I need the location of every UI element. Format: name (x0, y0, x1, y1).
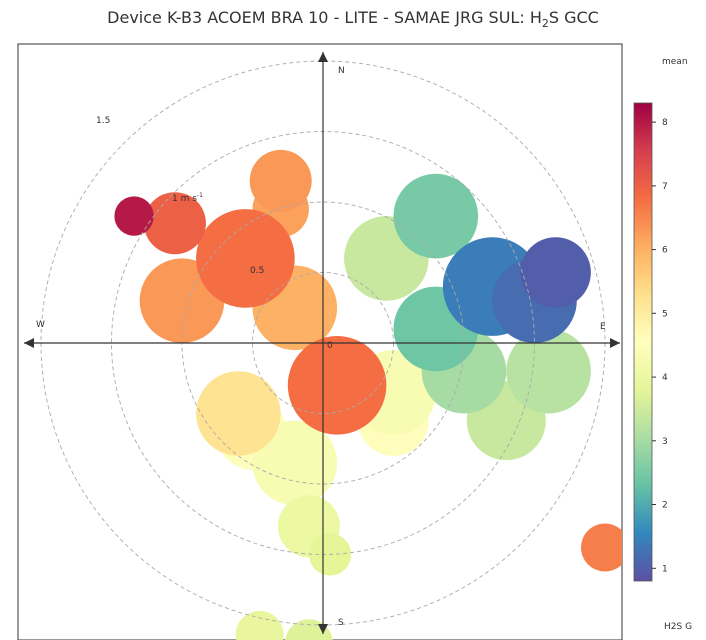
heat-cell (287, 336, 387, 435)
colorbar-label: H2S G (664, 622, 692, 632)
heat-cell (506, 328, 591, 414)
south-arrowhead (318, 624, 328, 634)
colorbar-gradient (633, 102, 653, 582)
radial-label-1.5: 1.5 (96, 116, 110, 126)
axes-frame (17, 43, 623, 640)
colorbar-tick-label: 8 (662, 118, 668, 128)
radial-unit-label: 1 m s-1 (172, 192, 203, 204)
east-arrowhead (610, 338, 620, 348)
heat-cell (235, 610, 284, 640)
colorbar-tick-label: 3 (662, 437, 668, 447)
north-arrowhead (318, 52, 328, 62)
west-arrowhead (24, 338, 34, 348)
compass-north: N (338, 66, 345, 76)
heat-cell (252, 420, 338, 506)
colorbar-tick-label: 4 (662, 373, 668, 383)
center-label: 0 (327, 341, 333, 351)
heat-cell (196, 371, 281, 456)
heat-cell (581, 523, 622, 572)
heat-cell (249, 149, 312, 212)
colorbar-tick-label: 1 (662, 564, 668, 574)
colorbar-tick-label: 5 (662, 309, 668, 319)
heat-cell (285, 619, 333, 640)
colorbar: mean 1 2 3 4 5 6 7 8 H2S G (633, 57, 692, 632)
chart-title: Device K-B3 ACOEM BRA 10 - LITE - SAMAE … (107, 8, 599, 31)
compass-east: E (600, 322, 606, 332)
radial-label-0.5: 0.5 (250, 266, 264, 276)
colorbar-tick-label: 2 (662, 501, 668, 511)
heat-cell (196, 209, 295, 308)
heat-cell (520, 237, 591, 308)
heat-cell (143, 192, 206, 255)
compass-south: S (338, 618, 344, 628)
colorbar-tick-label: 7 (662, 182, 668, 192)
heat-cell (114, 196, 154, 236)
colorbar-tick-label: 6 (662, 246, 668, 256)
heat-surface (114, 149, 622, 640)
colorbar-title: mean (662, 57, 688, 67)
heat-cell (393, 173, 479, 259)
compass-west: W (36, 320, 45, 330)
